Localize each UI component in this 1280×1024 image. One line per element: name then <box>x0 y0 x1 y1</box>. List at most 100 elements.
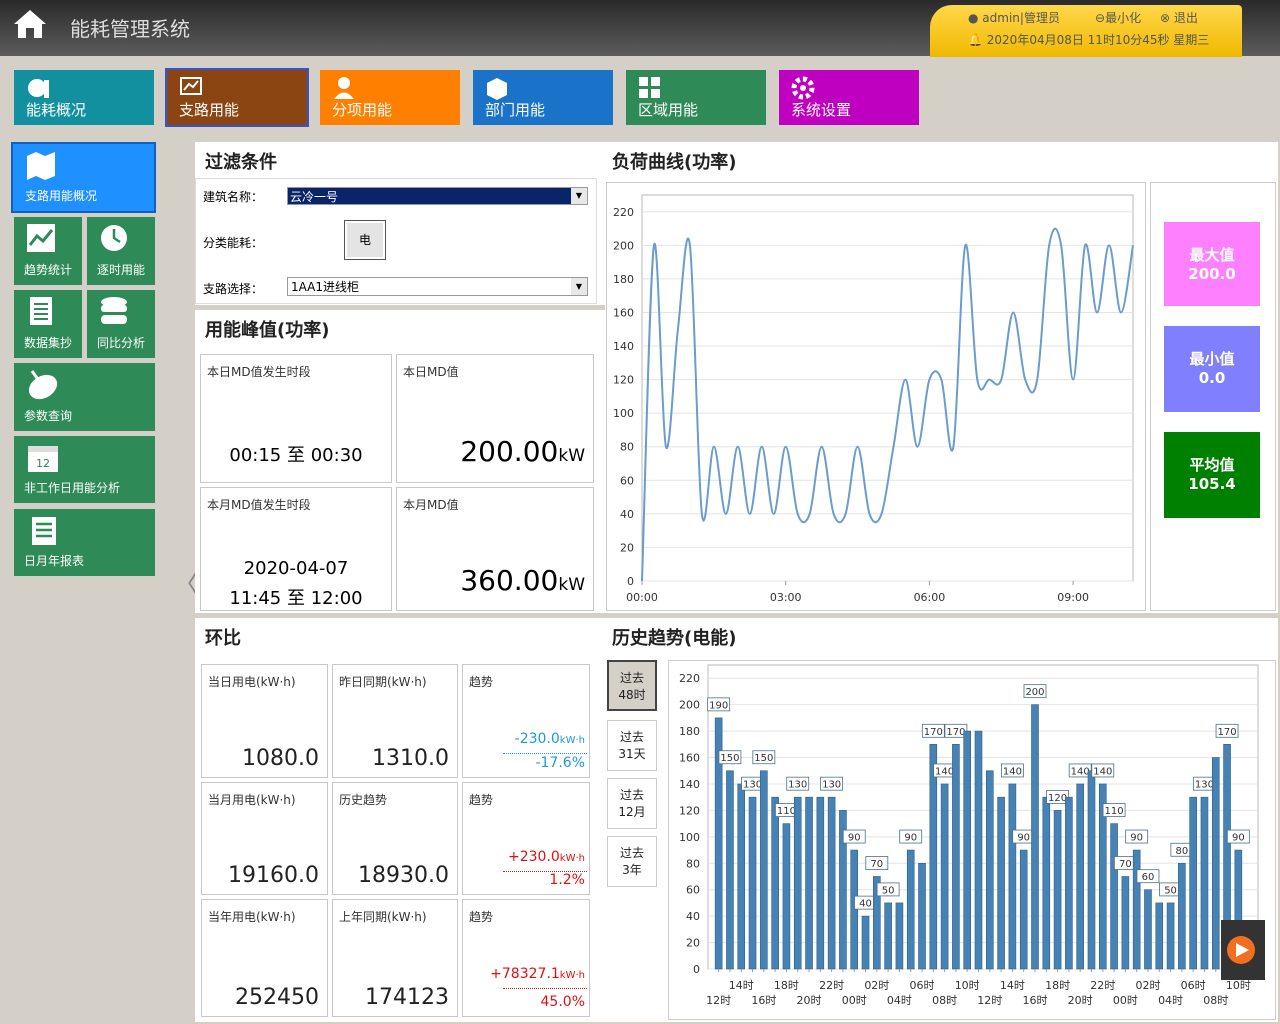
trend-percent: 45.0% <box>540 994 585 1010</box>
trend-unit: kW·h <box>559 735 585 746</box>
time: 00:15 <box>229 445 282 466</box>
building-select[interactable]: 云冷一号 ▼ <box>287 187 588 205</box>
cell-label: 上年同期(kW·h) <box>339 910 427 924</box>
ratio-cell: 当月用电(kW·h) 19160.0 <box>201 782 328 895</box>
to: 至 <box>287 588 305 609</box>
side-tile[interactable]: 逐时用能 <box>87 217 155 285</box>
cell-label: 历史趋势 <box>339 793 388 807</box>
panel-title: 用能峰值(功率) <box>205 320 330 341</box>
nav-tile[interactable]: 系统设置 <box>779 70 919 125</box>
collapse-arrow[interactable]: 〈 <box>173 570 200 600</box>
field-label: 建筑名称： <box>203 190 264 204</box>
filter-panel: 过滤条件 建筑名称： 云冷一号 ▼ 分类能耗： 电 支路选择： 1AA1进线柜 ▼ <box>195 142 605 305</box>
minimize-label: 最小化 <box>1105 11 1142 25</box>
panel-title: 负荷曲线(功率) <box>612 152 737 173</box>
icon <box>28 370 58 400</box>
range-line: 48时 <box>618 688 646 702</box>
floating-widget[interactable] <box>1221 920 1265 980</box>
trend: -230.0kW·h <box>515 731 585 747</box>
logout[interactable]: ⊗ 退出 <box>1160 11 1198 25</box>
ratio-cell: 当年用电(kW·h) 252450 <box>201 899 328 1017</box>
category-button[interactable]: 电 <box>344 220 386 260</box>
nav-tile[interactable]: 能耗概况 <box>14 70 154 125</box>
trend: +78327.1kW·h <box>490 966 585 982</box>
cell-label: 趋势 <box>469 910 494 924</box>
cell-value: 1080.0 <box>242 746 319 771</box>
home-icon[interactable] <box>10 6 50 42</box>
range-line: 12月 <box>618 805 646 819</box>
ratio-cell: 历史趋势 18930.0 <box>332 782 458 895</box>
field-label: 分类能耗： <box>203 236 264 250</box>
range-line: 过去 <box>619 846 644 860</box>
side-tile[interactable]: 趋势统计 <box>14 217 82 285</box>
range-line: 过去 <box>619 730 644 744</box>
cell-label: 本日MD值发生时段 <box>207 365 311 379</box>
range-line: 31天 <box>618 747 646 761</box>
trend-percent: 1.2% <box>549 872 585 888</box>
cell-label: 趋势 <box>469 793 494 807</box>
cell-value: 19160.0 <box>228 863 319 888</box>
time: 11:45 <box>229 588 282 609</box>
nav-tile[interactable]: 部门用能 <box>473 70 613 125</box>
md-value: 360.00 <box>460 564 559 597</box>
side-label: 日月年报表 <box>24 554 85 568</box>
side-tile[interactable]: 参数查询 <box>14 363 155 431</box>
icon <box>28 79 49 98</box>
cell-label: 本月MD值 <box>403 498 459 512</box>
icon <box>791 76 815 100</box>
app-title: 能耗管理系统 <box>70 17 190 41</box>
period: 11:45 至 12:00 <box>201 584 391 610</box>
stat-value: 0.0 <box>1198 369 1226 387</box>
icon <box>32 517 56 545</box>
panel-title: 历史趋势(电能) <box>612 628 737 649</box>
icon: 12 <box>28 446 58 472</box>
icon <box>180 77 202 95</box>
select-text: 1AA1进线柜 <box>291 280 360 294</box>
divider <box>503 988 587 989</box>
time: 00:30 <box>310 445 363 466</box>
nav-label: 部门用能 <box>485 101 546 119</box>
trend: +230.0kW·h <box>508 849 585 865</box>
range-button[interactable]: 过去 48时 <box>607 660 657 711</box>
range-line: 3年 <box>622 863 642 877</box>
nav-label: 系统设置 <box>791 101 852 119</box>
history-panel: 历史趋势(电能) <box>605 618 1278 1022</box>
side-tile[interactable]: 支路用能概况 <box>11 142 156 213</box>
trend-value: +78327.1 <box>490 966 560 982</box>
logout-label: 退出 <box>1173 11 1198 25</box>
nav-label: 支路用能 <box>179 101 240 119</box>
icon <box>30 297 52 325</box>
datetime: 🔔 2020年04月08日 11时10分45秒 星期三 <box>968 33 1210 47</box>
user-name: admin|管理员 <box>982 11 1060 25</box>
icon <box>487 78 507 100</box>
icon <box>334 77 354 99</box>
side-tile[interactable]: 数据集抄 <box>14 290 82 358</box>
nav-tile[interactable]: 支路用能 <box>165 68 309 127</box>
stats-frame <box>1150 182 1276 611</box>
cell-value: 18930.0 <box>358 863 449 888</box>
peak-cell: 本月MD值 360.00kW <box>396 487 594 611</box>
cell-value: 1310.0 <box>372 746 449 771</box>
user[interactable]: ● admin|管理员 <box>968 11 1060 25</box>
side-label: 趋势统计 <box>24 263 73 277</box>
range-button[interactable]: 过去 3年 <box>607 836 657 887</box>
range-button[interactable]: 过去 12月 <box>607 778 657 829</box>
trend-unit: kW·h <box>559 853 585 864</box>
branch-select[interactable]: 1AA1进线柜 ▼ <box>287 277 588 296</box>
nav-tile[interactable]: 分项用能 <box>320 70 460 125</box>
md-value: 200.00 <box>460 435 559 468</box>
nav-tile[interactable]: 区域用能 <box>626 70 766 125</box>
stat-value: 105.4 <box>1188 475 1236 493</box>
stat-label: 最大值 <box>1189 246 1235 264</box>
range-button[interactable]: 过去 31天 <box>607 720 657 771</box>
side-tile[interactable]: 日月年报表 <box>14 509 155 576</box>
datetime-text: 2020年04月08日 11时10分45秒 星期三 <box>986 33 1210 47</box>
filter-box <box>195 178 597 304</box>
nav-label: 能耗概况 <box>26 101 87 119</box>
cell-label: 本日MD值 <box>403 365 459 379</box>
minimize[interactable]: ⊖最小化 <box>1095 11 1142 25</box>
side-label: 数据集抄 <box>24 336 73 350</box>
side-tile[interactable]: 12 非工作日用能分析 <box>14 436 155 503</box>
side-tile[interactable]: 同比分析 <box>87 290 155 358</box>
